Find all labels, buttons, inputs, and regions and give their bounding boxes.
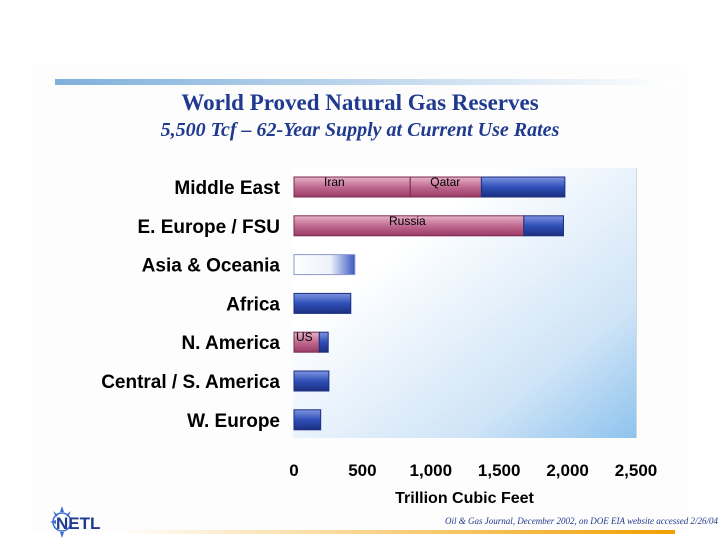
- bottom-accent-bar: [115, 530, 675, 534]
- netl-logo: NETL: [50, 506, 100, 538]
- x-tick-label-500: 500: [348, 461, 376, 480]
- x-axis-label: Trillion Cubic Feet: [395, 490, 534, 507]
- chart-title: World Proved Natural Gas Reserves: [181, 90, 539, 115]
- bar-segment-middle-east-2: [480, 176, 566, 198]
- bar-segment-w-europe-0: [293, 409, 322, 431]
- category-label-asia-oceania: Asia & Oceania: [142, 256, 281, 277]
- segment-label-qatar: Qatar: [430, 175, 460, 189]
- logo-text: NETL: [56, 514, 100, 533]
- category-label-w-europe: W. Europe: [187, 411, 280, 432]
- category-label-e-europe-fsu: E. Europe / FSU: [137, 217, 280, 238]
- segment-label-iran: Iran: [324, 175, 345, 189]
- x-tick-label-2500: 2,500: [615, 461, 658, 480]
- category-label-middle-east: Middle East: [174, 178, 280, 199]
- segment-label-us: US: [296, 330, 313, 344]
- category-label-africa: Africa: [226, 294, 280, 315]
- sunburst-icon: [50, 506, 72, 538]
- category-label-central-s-america: Central / S. America: [101, 372, 280, 393]
- x-tick-label-1500: 1,500: [478, 461, 521, 480]
- bar-segment-n-america-1: [318, 331, 329, 353]
- x-tick-label-2000: 2,000: [546, 461, 589, 480]
- segment-label-russia: Russia: [389, 214, 426, 228]
- source-citation: Oil & Gas Journal, December 2002, on DOE…: [445, 516, 719, 526]
- bar-segment-middle-east-0: [293, 176, 411, 198]
- bar-segment-asia-oceania-0: [293, 254, 356, 276]
- bar-segment-central-s-america-0: [293, 370, 330, 392]
- bar-segment-e-europe-fsu-1: [523, 215, 564, 237]
- x-tick-label-0: 0: [289, 461, 298, 480]
- bar-segment-africa-0: [293, 292, 352, 314]
- x-tick-label-1000: 1,000: [410, 461, 453, 480]
- top-accent-bar: [55, 79, 675, 85]
- chart-subtitle: 5,500 Tcf – 62-Year Supply at Current Us…: [160, 119, 560, 141]
- category-label-n-america: N. America: [181, 333, 280, 354]
